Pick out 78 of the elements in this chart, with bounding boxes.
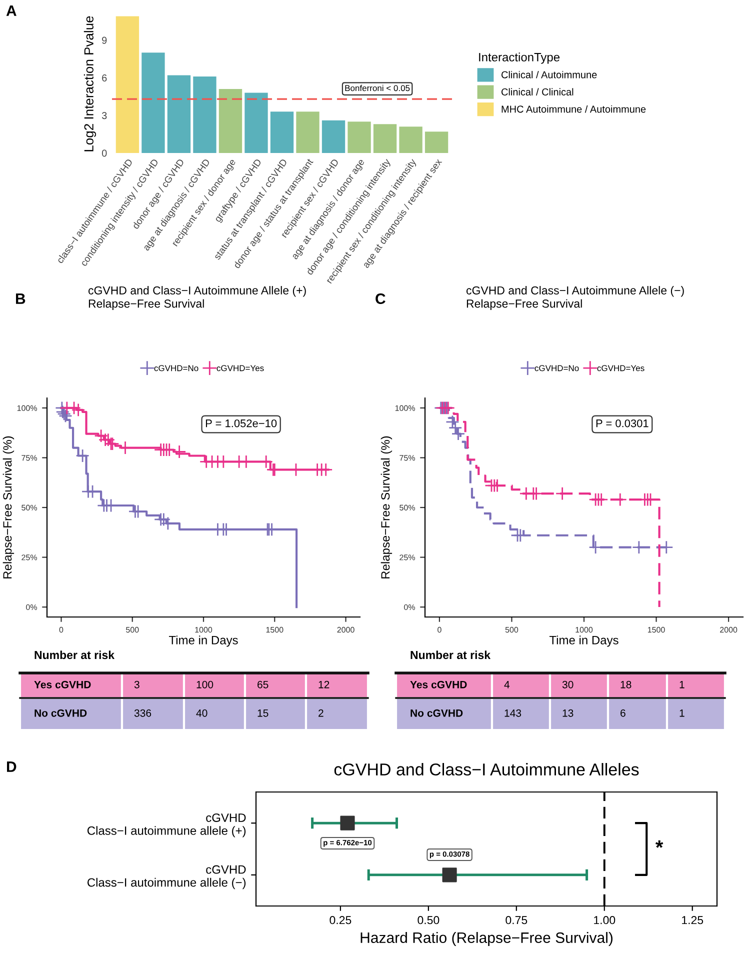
y-tick-label: 25% bbox=[400, 554, 415, 560]
legend-label: Clinical / Autoimmune bbox=[502, 70, 597, 78]
y-tick-label: 0 bbox=[102, 150, 107, 157]
y-tick-label: 75% bbox=[400, 455, 415, 461]
text: 1 bbox=[680, 709, 684, 717]
y-tick-label: cGVHD Class−I autoimmune allele (−) bbox=[87, 865, 246, 890]
x-tick-label: 1000 bbox=[195, 626, 212, 633]
text: 143 bbox=[504, 709, 522, 717]
y-tick-label: 6 bbox=[102, 74, 107, 82]
y-axis-title: Relapse−Free Survival (%) bbox=[380, 436, 392, 578]
text: Yes cGVHD bbox=[34, 680, 91, 688]
annotation: P = 0.0301 bbox=[596, 419, 648, 428]
y-tick-label: 25% bbox=[22, 554, 37, 560]
text: 18 bbox=[620, 680, 632, 688]
y-axis-title: Log2 Interaction Pvalue bbox=[84, 16, 96, 152]
y-tick-label: 0% bbox=[26, 604, 37, 610]
text: No cGVHD bbox=[34, 709, 87, 717]
legend-label: cGVHD=No bbox=[154, 365, 198, 372]
y-tick-label: 0% bbox=[404, 604, 415, 610]
x-axis-title: Time in Days bbox=[168, 636, 238, 647]
x-tick-label: 1.25 bbox=[682, 916, 704, 924]
y-tick-label: 100% bbox=[395, 405, 415, 411]
text: 100 bbox=[196, 680, 214, 688]
y-tick-label: 100% bbox=[17, 405, 37, 411]
x-tick-label: 0.25 bbox=[330, 916, 352, 924]
x-tick-label: 0.50 bbox=[418, 916, 440, 924]
x-tick-label: 0.75 bbox=[506, 916, 528, 924]
text: A bbox=[6, 6, 16, 16]
text: 336 bbox=[134, 709, 152, 717]
text: 6 bbox=[620, 709, 626, 717]
legend-label: cGVHD=Yes bbox=[216, 365, 264, 372]
chart-title: cGVHD and Class−I Autoimmune Allele (+) Relapse−Free Survival bbox=[88, 286, 306, 310]
y-tick-label: 9 bbox=[102, 36, 107, 44]
legend-label: MHC Autoimmune / Autoimmune bbox=[502, 105, 646, 113]
x-tick-label: 1500 bbox=[266, 626, 284, 633]
text: 15 bbox=[258, 709, 268, 717]
legend-label: cGVHD=No bbox=[534, 365, 579, 372]
x-tick-label: 2000 bbox=[337, 626, 354, 633]
x-axis-title: Time in Days bbox=[549, 636, 618, 647]
y-axis-title: Relapse−Free Survival (%) bbox=[2, 436, 14, 578]
x-tick-label: 500 bbox=[126, 626, 139, 633]
y-tick-label: cGVHD Class−I autoimmune allele (+) bbox=[87, 813, 246, 838]
annotation: P = 1.052e−10 bbox=[206, 419, 277, 428]
x-tick-label: 2000 bbox=[720, 626, 738, 633]
text: B bbox=[16, 294, 26, 304]
text: C bbox=[376, 293, 386, 304]
text: 2 bbox=[318, 709, 324, 717]
x-tick-label: 1000 bbox=[576, 626, 593, 633]
y-tick-label: 3 bbox=[102, 112, 107, 120]
text: 3 bbox=[134, 680, 140, 688]
text: Number at risk bbox=[34, 650, 115, 660]
x-tick-label: 1500 bbox=[648, 626, 665, 633]
chart-title: cGVHD and Class−I Autoimmune Allele (−) Relapse−Free Survival bbox=[466, 286, 684, 310]
text: Yes cGVHD bbox=[410, 680, 467, 688]
text: 13 bbox=[562, 709, 574, 717]
text: Number at risk bbox=[410, 650, 491, 660]
text: No cGVHD bbox=[410, 709, 463, 717]
text: 4 bbox=[504, 680, 510, 688]
x-tick-label: 1.00 bbox=[594, 916, 616, 924]
text: 12 bbox=[318, 680, 330, 688]
legend-label: cGVHD=Yes bbox=[597, 365, 644, 372]
legend-title: InteractionType bbox=[479, 52, 560, 64]
text: 65 bbox=[258, 680, 268, 688]
y-tick-label: 75% bbox=[22, 455, 37, 461]
legend-label: Clinical / Clinical bbox=[502, 88, 574, 96]
text: D bbox=[7, 762, 16, 772]
x-tick-label: 0 bbox=[438, 626, 442, 633]
x-tick-label: 0 bbox=[59, 626, 64, 633]
text: 30 bbox=[562, 680, 574, 688]
chart-title: cGVHD and Class−I Autoimmune Alleles bbox=[334, 763, 639, 776]
y-tick-label: 50% bbox=[22, 504, 37, 510]
annotation: * bbox=[655, 840, 664, 848]
text: 40 bbox=[196, 709, 208, 717]
ref-line-label: Bonferroni < 0.05 bbox=[345, 84, 410, 92]
x-axis-title: Hazard Ratio (Relapse−Free Survival) bbox=[360, 932, 612, 946]
text: 1 bbox=[680, 680, 684, 688]
y-tick-label: 50% bbox=[400, 504, 415, 510]
x-tick-label: 500 bbox=[505, 626, 518, 633]
